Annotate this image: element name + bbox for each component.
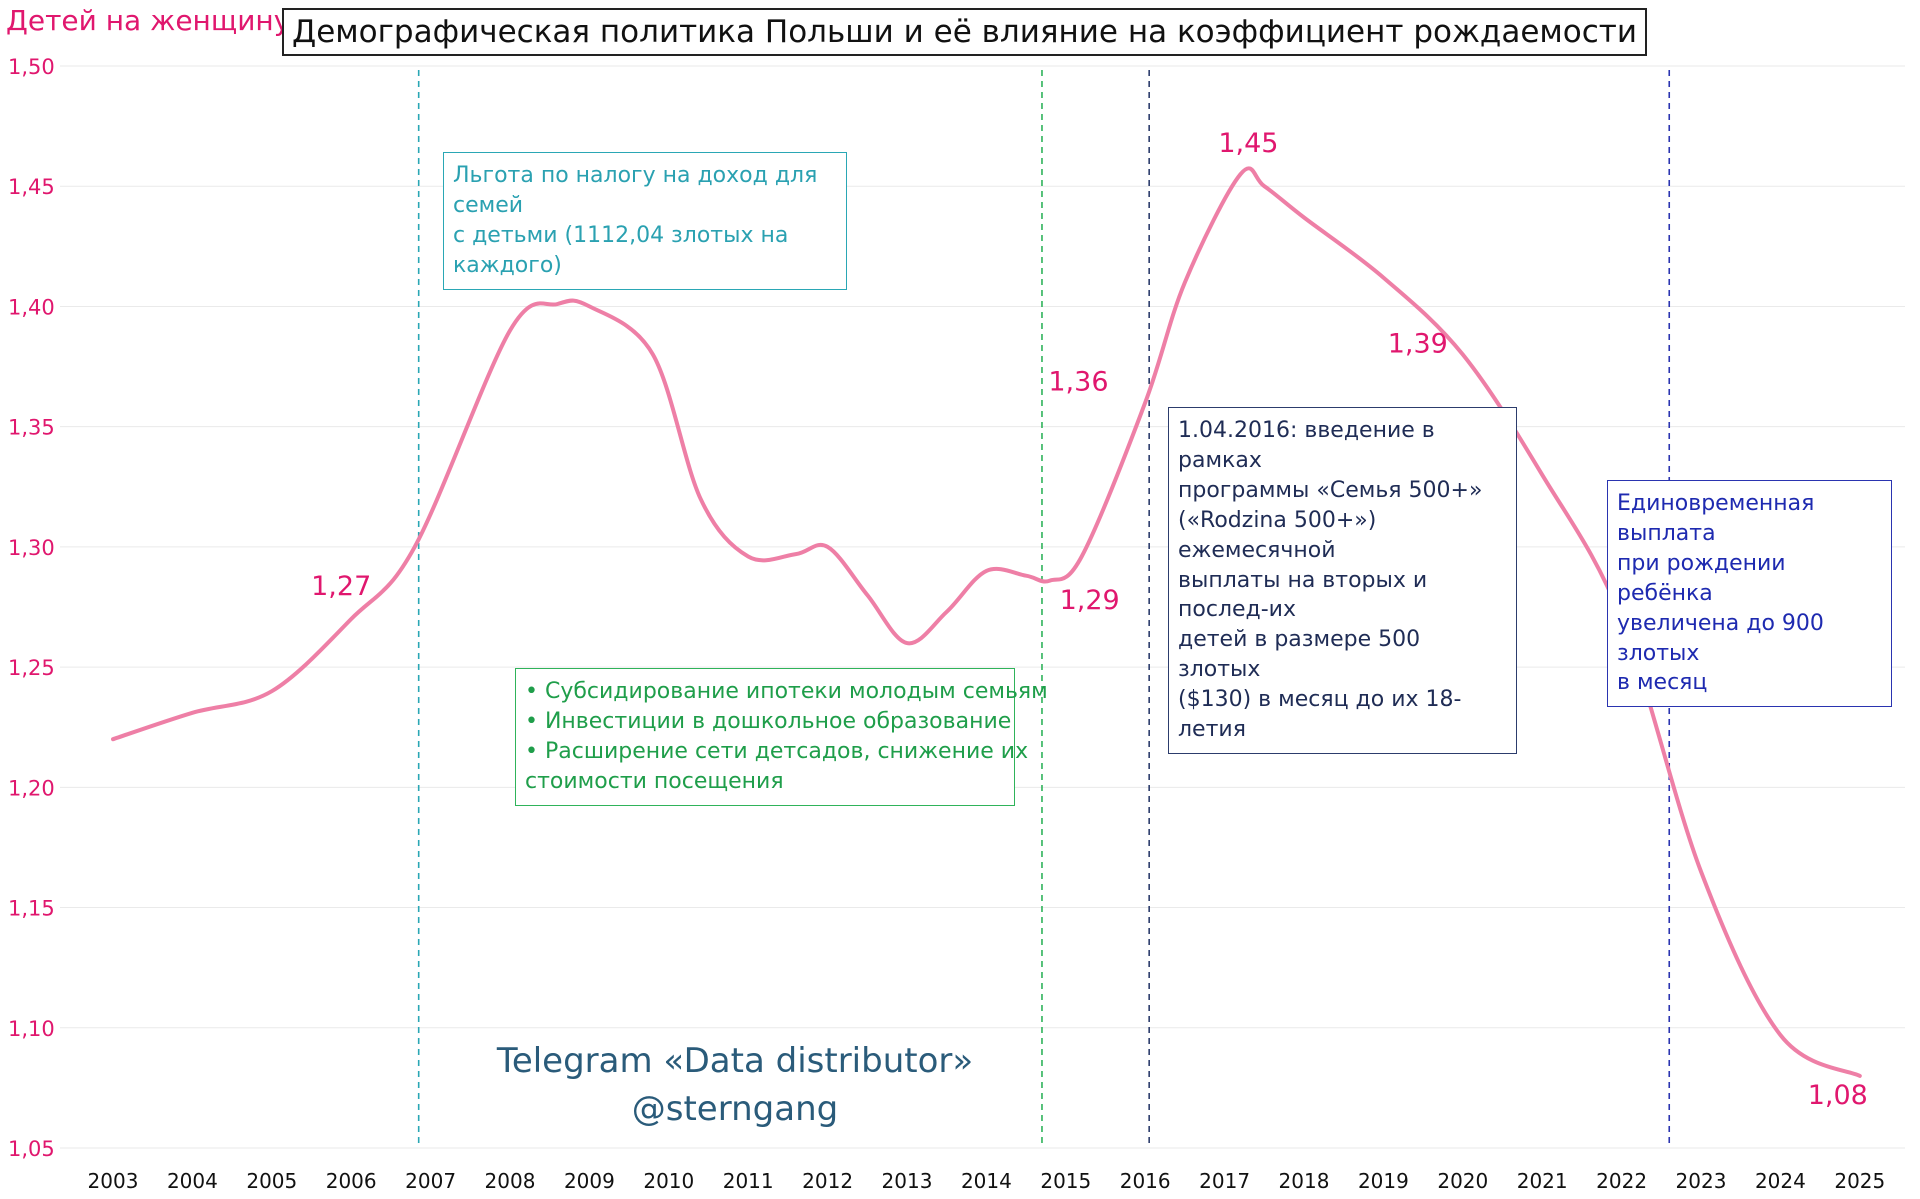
annotation-line: в месяц: [1617, 670, 1708, 696]
data-label: 1,45: [1218, 128, 1278, 159]
y-tick-label: 1,45: [8, 175, 55, 199]
annotation-line: Льгота по налогу на доход для семей: [453, 163, 818, 218]
annotation-policies: • Субсидирование ипотеки молодым семьям …: [515, 668, 1048, 806]
annotation-line: при рождении ребёнка: [1617, 550, 1786, 606]
y-tick-label: 1,10: [8, 1017, 55, 1041]
annotation-line: программы «Семья 500+»: [1178, 477, 1483, 503]
x-tick-label: 2018: [1279, 1169, 1330, 1193]
annotation-line: • Субсидирование ипотеки молодым семьям: [525, 679, 1048, 704]
x-tick-label: 2025: [1834, 1169, 1885, 1193]
annotation-line: увеличена до 900 злотых: [1617, 610, 1824, 666]
x-tick-label: 2017: [1199, 1169, 1250, 1193]
x-tick-label: 2020: [1437, 1169, 1488, 1193]
data-label: 1,27: [311, 571, 371, 602]
x-tick-label: 2011: [723, 1169, 774, 1193]
y-tick-label: 1,30: [8, 536, 55, 560]
y-tick-label: 1,50: [8, 55, 55, 79]
y-tick-label: 1,40: [8, 295, 55, 319]
x-tick-label: 2009: [564, 1169, 615, 1193]
chart-title: Демографическая политика Польши и её вли…: [282, 8, 1647, 56]
x-tick-label: 2003: [88, 1169, 139, 1193]
x-tick-label: 2022: [1596, 1169, 1647, 1193]
y-axis-label: Детей на женщину: [6, 4, 291, 37]
x-tick-label: 2015: [1040, 1169, 1091, 1193]
annotation-line: с детьми (1112,04 злотых на каждого): [453, 222, 789, 278]
x-tick-label: 2021: [1517, 1169, 1568, 1193]
x-tick-label: 2007: [405, 1169, 456, 1193]
series-line: [111, 166, 1862, 1078]
annotation-line: 1.04.2016: введение в рамках: [1178, 418, 1435, 473]
annotation-line: ($130) в месяц до их 18-летия: [1178, 687, 1462, 743]
y-tick-label: 1,25: [8, 656, 55, 680]
x-tick-label: 2012: [802, 1169, 853, 1193]
data-label: 1,39: [1388, 328, 1448, 359]
x-tick-label: 2004: [167, 1169, 218, 1193]
annotation-line: («Rodzina 500+») ежемесячной: [1178, 507, 1377, 563]
x-tick-label: 2010: [643, 1169, 694, 1193]
x-tick-label: 2006: [326, 1169, 377, 1193]
annotation-line: детей в размере 500 злотых: [1178, 627, 1421, 683]
y-tick-label: 1,35: [8, 416, 55, 440]
x-tick-label: 2016: [1120, 1169, 1171, 1193]
y-tick-label: 1,20: [8, 776, 55, 800]
annotation-line: выплаты на вторых и послед-их: [1178, 567, 1428, 623]
watermark-handle: @sterngang: [631, 1088, 839, 1129]
data-label: 1,08: [1808, 1080, 1868, 1111]
annotation-lump-sum: Единовременная выплата при рождении ребё…: [1607, 480, 1892, 708]
annotation-line: • Расширение сети детсадов, снижение их: [525, 738, 1029, 764]
annotation-family-500: 1.04.2016: введение в рамках программы «…: [1168, 407, 1517, 754]
x-tick-label: 2008: [485, 1169, 536, 1193]
data-label: 1,29: [1060, 585, 1120, 616]
x-tick-label: 2019: [1358, 1169, 1409, 1193]
x-tick-label: 2014: [961, 1169, 1012, 1193]
annotation-line: Единовременная выплата: [1617, 491, 1815, 546]
y-tick-label: 1,15: [8, 897, 55, 921]
annotation-tax-relief: Льгота по налогу на доход для семей с де…: [443, 152, 847, 290]
data-label: 1,36: [1048, 367, 1108, 398]
x-tick-label: 2013: [882, 1169, 933, 1193]
watermark: Telegram «Data distributor» @sterngang: [480, 1038, 990, 1133]
x-tick-label: 2023: [1676, 1169, 1727, 1193]
y-tick-label: 1,05: [8, 1137, 55, 1161]
x-tick-label: 2024: [1755, 1169, 1806, 1193]
annotation-line: • Инвестиции в дошкольное образование: [525, 708, 1012, 734]
x-tick-label: 2005: [246, 1169, 297, 1193]
watermark-telegram: Telegram «Data distributor»: [496, 1041, 974, 1081]
annotation-line: стоимости посещения: [525, 768, 784, 794]
